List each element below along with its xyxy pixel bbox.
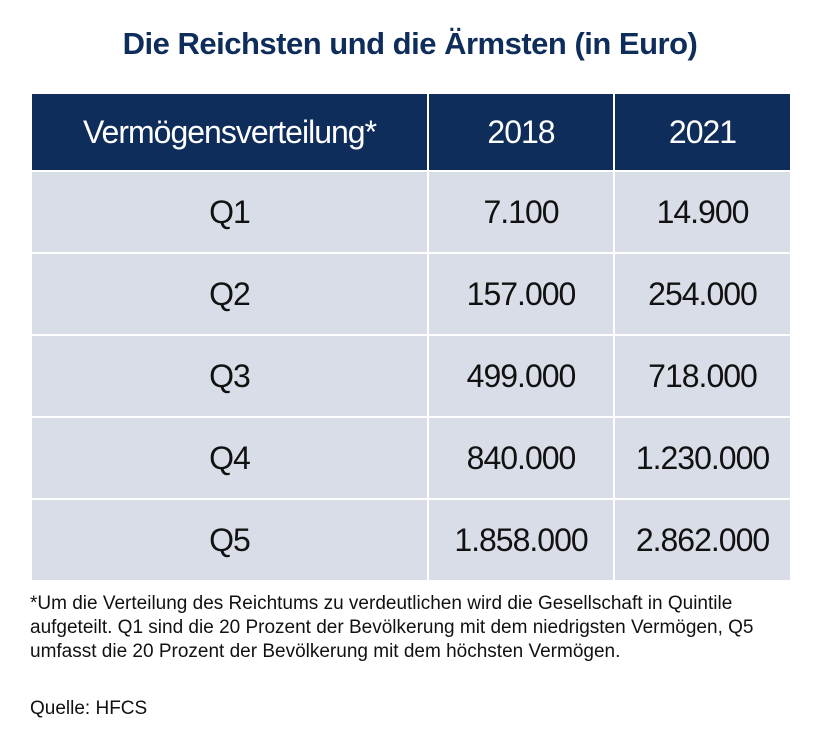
table-body: Q1 7.100 14.900 Q2 157.000 254.000 Q3 499.000 71… xyxy=(30,170,792,582)
value-cell: 1.230.000 xyxy=(613,416,792,500)
value-cell: 499.000 xyxy=(427,334,615,418)
row-label: Q5 xyxy=(30,498,429,582)
table-row: Q1 7.100 14.900 xyxy=(30,170,792,254)
value-cell: 718.000 xyxy=(613,334,792,418)
value-cell: 254.000 xyxy=(613,252,792,336)
header-cell: 2018 xyxy=(427,92,615,172)
table-row: Q4 840.000 1.230.000 xyxy=(30,416,792,500)
value-cell: 7.100 xyxy=(427,170,615,254)
header-cell: Vermögensverteilung* xyxy=(30,92,429,172)
value-cell: 157.000 xyxy=(427,252,615,336)
table-row: Q5 1.858.000 2.862.000 xyxy=(30,498,792,582)
value-cell: 1.858.000 xyxy=(427,498,615,582)
table-row: Q2 157.000 254.000 xyxy=(30,252,792,336)
value-cell: 840.000 xyxy=(427,416,615,500)
table-row: Q3 499.000 718.000 xyxy=(30,334,792,418)
row-label: Q2 xyxy=(30,252,429,336)
footnote: *Um die Verteilung des Reichtums zu verd… xyxy=(30,593,754,662)
value-cell: 2.862.000 xyxy=(613,498,792,582)
title: Die Reichsten und die Ärmsten (in Euro) xyxy=(122,26,698,61)
source: Quelle: HFCS xyxy=(30,698,148,719)
table: Vermögensverteilung* 2018 2021 Q1 7.100 14.9… xyxy=(30,92,792,582)
header-cell: 2021 xyxy=(613,92,792,172)
row-label: Q3 xyxy=(30,334,429,418)
header-row: Vermögensverteilung* 2018 2021 xyxy=(30,92,792,172)
row-label: Q4 xyxy=(30,416,429,500)
value-cell: 14.900 xyxy=(613,170,792,254)
row-label: Q1 xyxy=(30,170,429,254)
